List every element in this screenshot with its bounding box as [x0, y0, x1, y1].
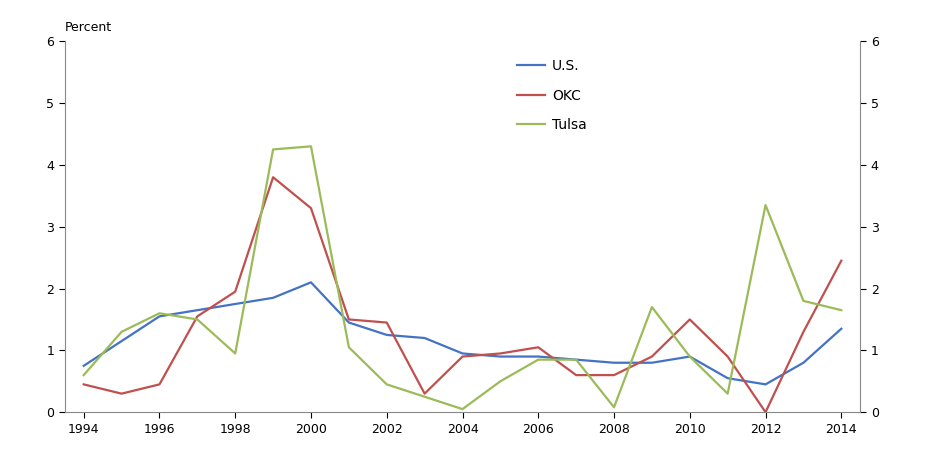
OKC [571, 372, 582, 378]
Tulsa [154, 311, 165, 316]
U.S. [191, 307, 203, 313]
Line: U.S.: U.S. [83, 282, 842, 384]
Tulsa [343, 344, 354, 350]
U.S. [836, 326, 847, 332]
OKC [609, 372, 620, 378]
OKC [229, 289, 241, 294]
OKC [381, 320, 392, 325]
OKC [836, 258, 847, 263]
Tulsa [305, 144, 316, 149]
U.S. [571, 357, 582, 362]
U.S. [229, 301, 241, 307]
OKC [78, 382, 89, 387]
OKC [647, 354, 658, 359]
OKC [798, 329, 809, 334]
Tulsa [457, 406, 468, 412]
OKC [154, 382, 165, 387]
U.S. [722, 376, 734, 381]
OKC [533, 344, 544, 350]
U.S. [116, 338, 127, 344]
OKC [684, 317, 696, 322]
U.S. [267, 295, 278, 300]
Tulsa [229, 351, 241, 356]
Line: Tulsa: Tulsa [83, 147, 842, 409]
Tulsa [381, 382, 392, 387]
U.S. [419, 335, 430, 341]
U.S. [760, 382, 771, 387]
U.S. [609, 360, 620, 365]
Tulsa [533, 357, 544, 362]
Tulsa [836, 307, 847, 313]
U.S. [495, 354, 506, 359]
Tulsa [571, 357, 582, 362]
U.S. [78, 363, 89, 369]
U.S. [684, 354, 696, 359]
Tulsa [419, 394, 430, 399]
Tulsa [191, 317, 203, 322]
Tulsa [116, 329, 127, 334]
U.S. [798, 360, 809, 365]
Line: OKC: OKC [83, 177, 842, 412]
OKC [343, 317, 354, 322]
U.S. [154, 314, 165, 319]
Tulsa [798, 298, 809, 304]
Tulsa [684, 354, 696, 359]
OKC [722, 354, 734, 359]
U.S. [343, 320, 354, 325]
U.S. [381, 332, 392, 338]
Tulsa [78, 372, 89, 378]
OKC [116, 391, 127, 397]
U.S. [305, 279, 316, 285]
U.S. [457, 351, 468, 356]
Tulsa [722, 391, 734, 397]
Tulsa [647, 305, 658, 310]
Tulsa [495, 378, 506, 384]
Tulsa [267, 147, 278, 152]
OKC [457, 354, 468, 359]
OKC [191, 314, 203, 319]
Tulsa [760, 202, 771, 208]
Legend: U.S., OKC, Tulsa: U.S., OKC, Tulsa [517, 59, 586, 132]
Tulsa [609, 404, 620, 410]
OKC [760, 409, 771, 415]
U.S. [647, 360, 658, 365]
OKC [419, 391, 430, 397]
OKC [267, 174, 278, 180]
Text: Percent: Percent [65, 21, 112, 34]
OKC [495, 351, 506, 356]
U.S. [533, 354, 544, 359]
OKC [305, 206, 316, 211]
